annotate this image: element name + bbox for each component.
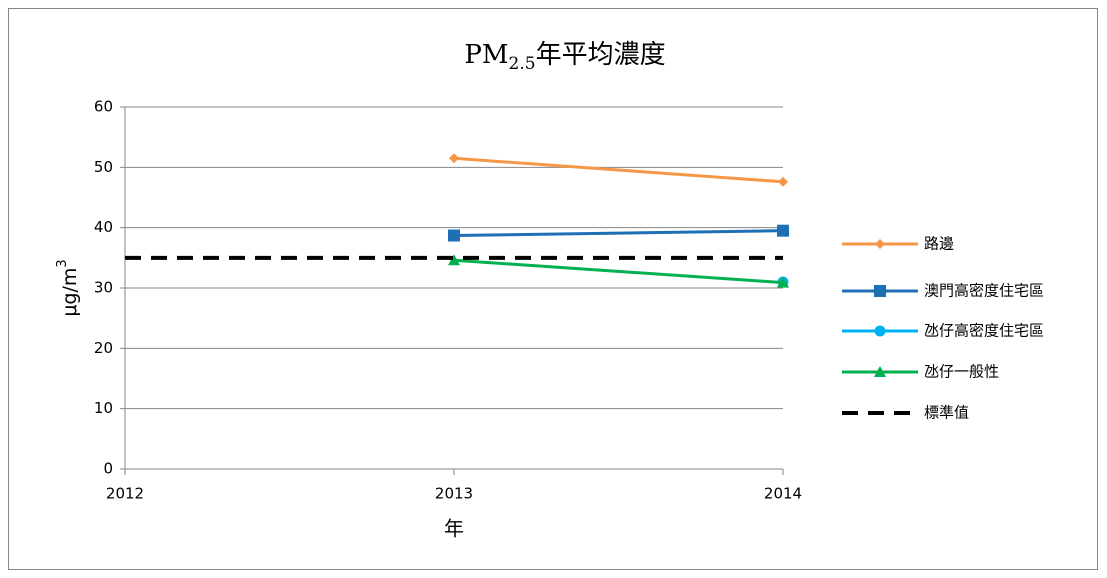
series-line xyxy=(453,258,784,285)
series-line xyxy=(453,229,784,238)
legend-label: 澳門高密度住宅區 xyxy=(924,282,1044,300)
y-axis-title: μg/m3 xyxy=(55,259,81,316)
legend-marker xyxy=(874,366,886,377)
x-tick-label: 2014 xyxy=(764,485,802,503)
y-tick-label: 10 xyxy=(94,399,113,417)
y-tick-label: 40 xyxy=(94,218,113,236)
y-tick-label: 60 xyxy=(94,98,113,116)
point-marker xyxy=(778,176,788,187)
legend-label: 氹仔一般性 xyxy=(924,363,999,381)
y-tick-label: 50 xyxy=(94,158,113,176)
legend-label: 路邊 xyxy=(924,235,954,253)
y-tick-label: 30 xyxy=(94,279,113,297)
chart-title: PM2.5年平均濃度 xyxy=(464,40,665,74)
series-line xyxy=(453,156,784,184)
y-tick-label: 20 xyxy=(94,339,113,357)
legend-marker xyxy=(874,285,886,297)
legend-label: 標準值 xyxy=(924,404,969,422)
point-marker xyxy=(449,153,459,164)
legend-marker xyxy=(874,325,886,337)
point-marker xyxy=(777,276,789,288)
point-marker xyxy=(448,254,460,266)
point-marker xyxy=(777,224,789,237)
legend-marker xyxy=(875,239,885,249)
y-tick-label: 0 xyxy=(103,460,113,478)
point-marker xyxy=(448,229,460,242)
chart-border xyxy=(8,8,1098,570)
x-tick-label: 2012 xyxy=(106,485,144,503)
x-axis-title: 年 xyxy=(444,517,464,541)
legend-label: 氹仔高密度住宅區 xyxy=(924,322,1044,340)
x-tick-label: 2013 xyxy=(435,485,473,503)
